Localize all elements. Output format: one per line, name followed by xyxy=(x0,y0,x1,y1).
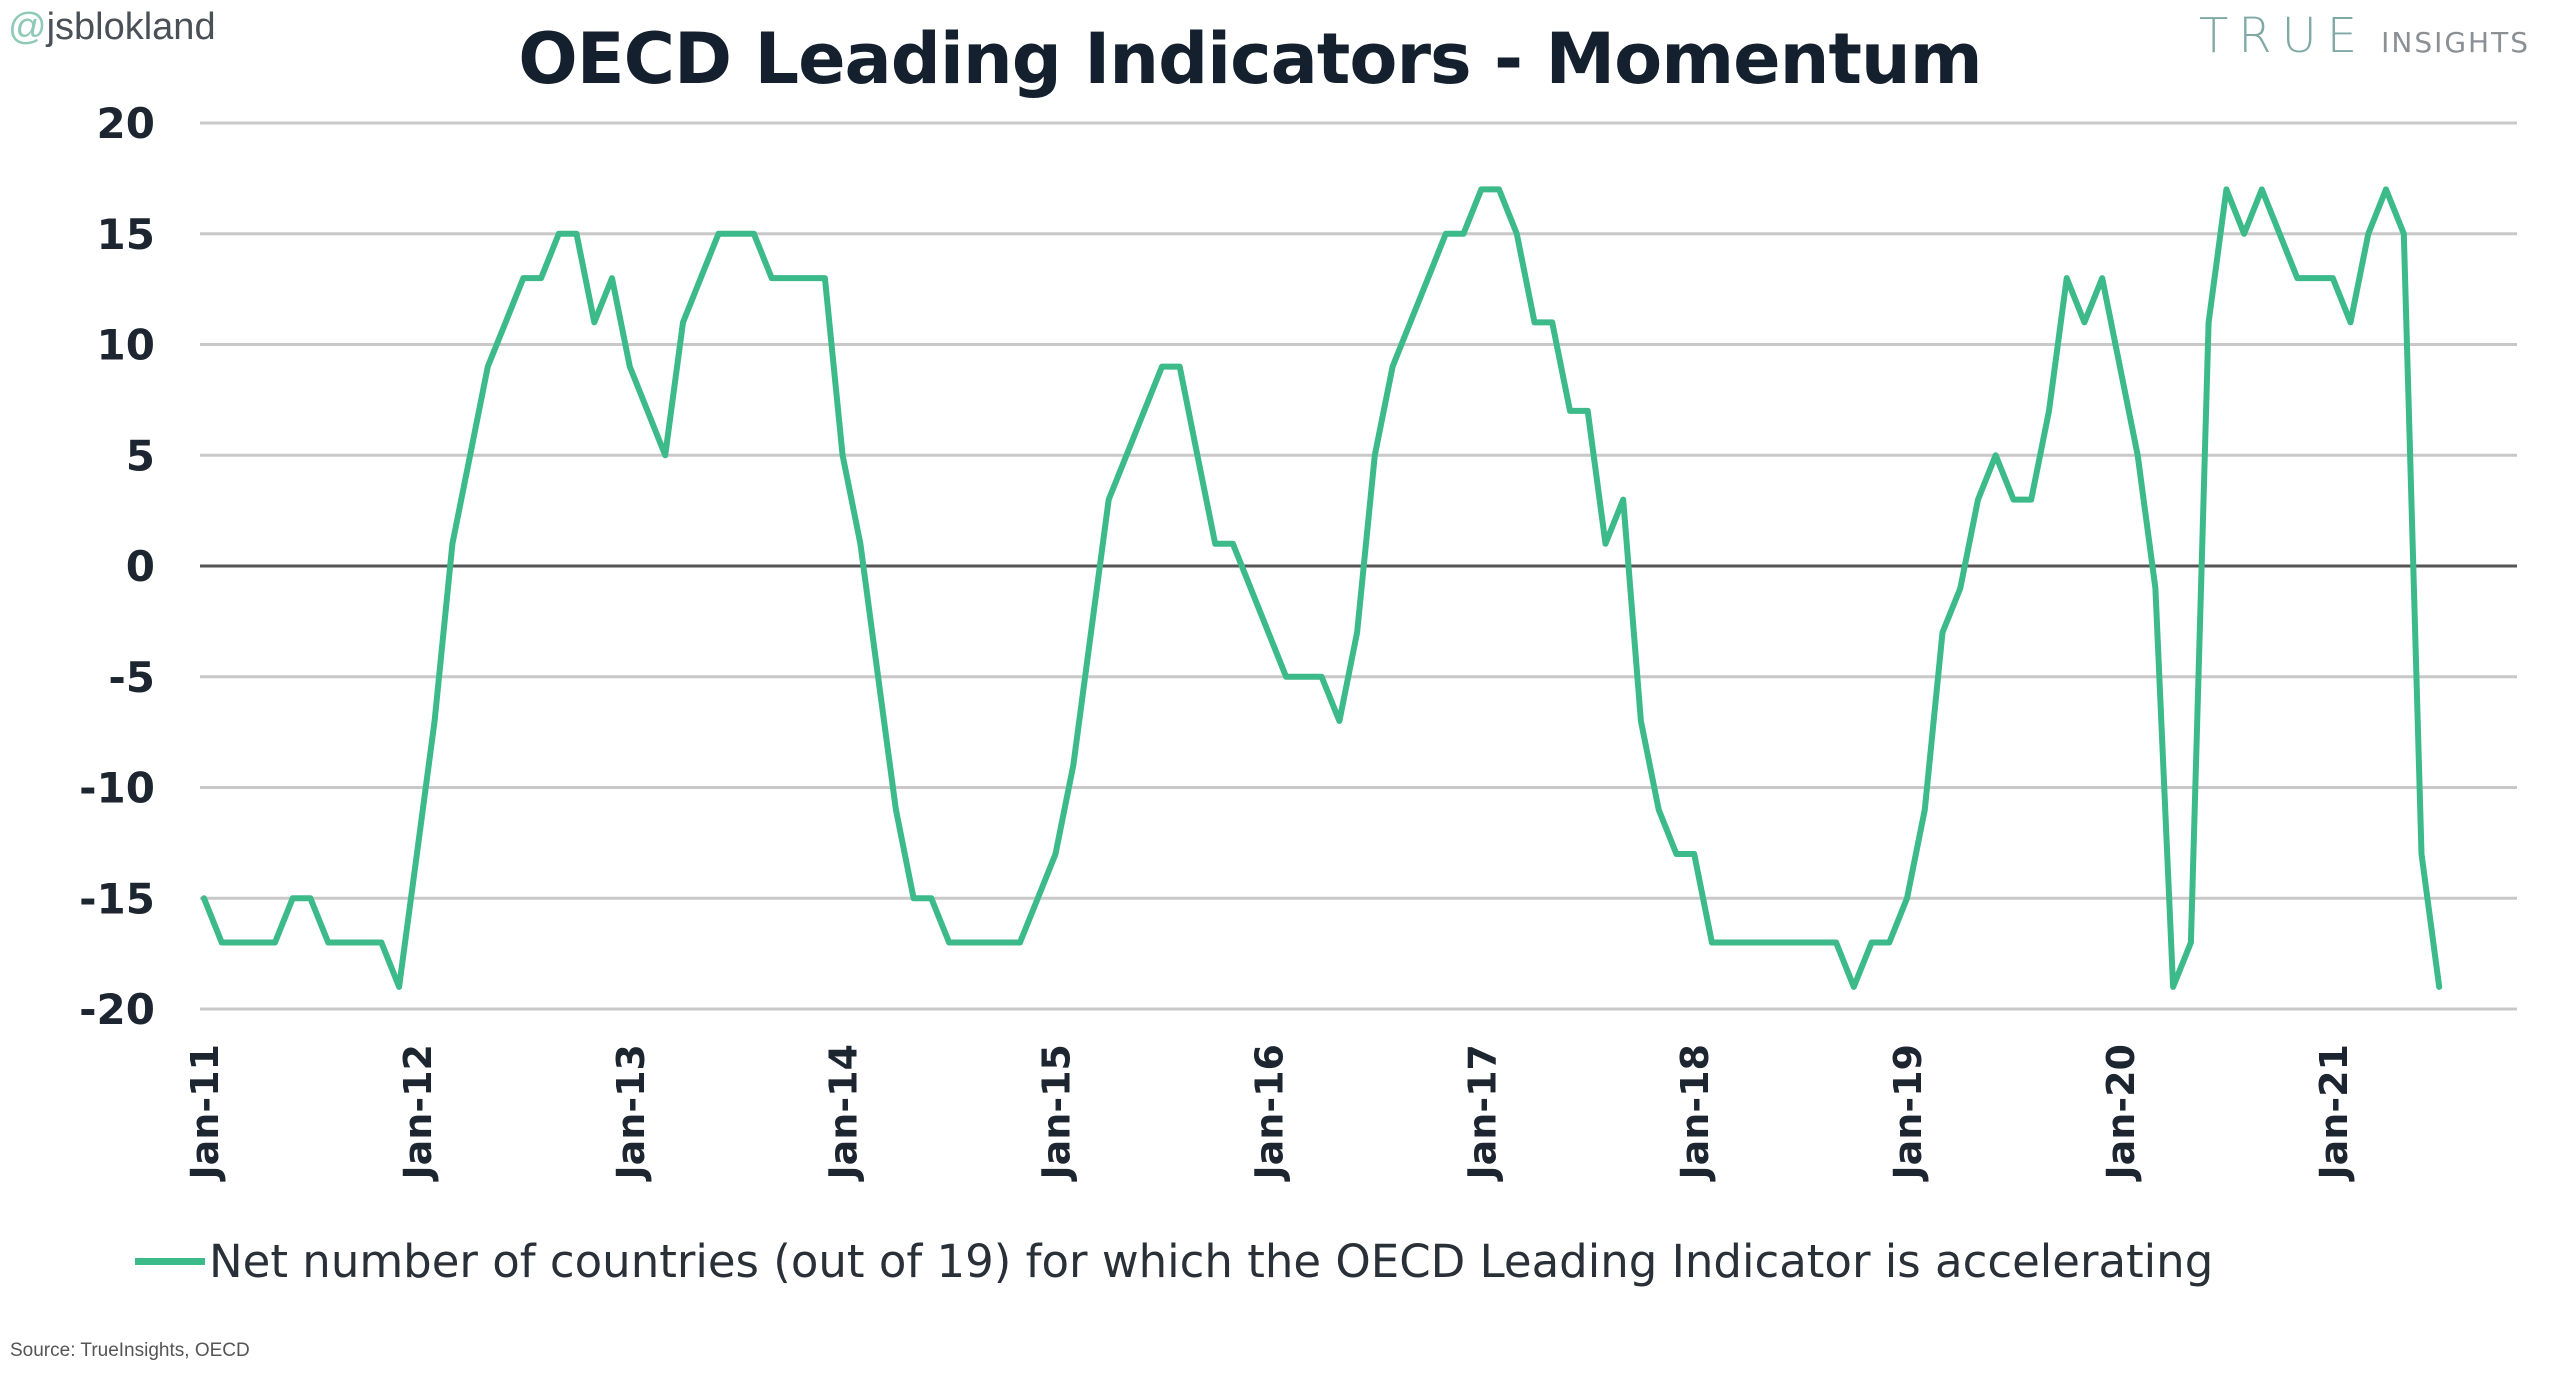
legend-swatch-icon xyxy=(135,1258,205,1265)
y-tick-label: -10 xyxy=(79,764,155,813)
at-icon: @ xyxy=(8,6,47,48)
y-tick-label: 10 xyxy=(97,321,155,370)
x-tick-label: Jan-14 xyxy=(822,1044,866,1183)
x-axis-ticks: Jan-11 Jan-12 Jan-13 Jan-14 Jan-15 Jan-16 Jan-… xyxy=(183,1044,2356,1183)
brand-logo-sub: INSIGHTS xyxy=(2381,26,2530,59)
y-tick-label: -20 xyxy=(79,985,155,1034)
x-tick-label: Jan-13 xyxy=(609,1044,653,1183)
x-tick-label: Jan-16 xyxy=(1247,1044,1291,1183)
x-tick-label: Jan-21 xyxy=(2312,1044,2356,1183)
legend: Net number of countries (out of 19) for … xyxy=(135,1235,2213,1288)
y-tick-label: 15 xyxy=(97,210,155,259)
source-note: Source: TrueInsights, OECD xyxy=(10,1340,250,1361)
y-tick-label: 20 xyxy=(97,99,155,148)
x-tick-label: Jan-20 xyxy=(2099,1044,2143,1183)
y-tick-label: -15 xyxy=(79,874,155,923)
x-tick-label: Jan-11 xyxy=(183,1044,227,1183)
chart-title: OECD Leading Indicators - Momentum xyxy=(518,18,1982,100)
y-tick-label: -5 xyxy=(108,653,155,702)
brand-logo-mark: TRUE xyxy=(2198,8,2368,64)
x-tick-label: Jan-18 xyxy=(1673,1044,1717,1183)
y-tick-label: 0 xyxy=(126,542,155,591)
author-handle: @jsblokland xyxy=(8,6,216,49)
y-axis-ticks: 20 15 10 5 0 -5 -10 -15 -20 xyxy=(79,99,155,1034)
gridlines xyxy=(200,121,2517,1011)
x-tick-label: Jan-12 xyxy=(396,1044,440,1183)
legend-label: Net number of countries (out of 19) for … xyxy=(209,1235,2214,1288)
series-layer xyxy=(201,186,2443,990)
x-tick-label: Jan-19 xyxy=(1886,1044,1930,1183)
y-tick-label: 5 xyxy=(126,431,155,480)
author-handle-name: jsblokland xyxy=(46,6,216,48)
brand-logo: TRUE INSIGHTS xyxy=(2199,8,2530,64)
x-tick-label: Jan-15 xyxy=(1035,1044,1079,1183)
x-tick-label: Jan-17 xyxy=(1460,1044,1504,1183)
series-line xyxy=(201,186,2443,990)
